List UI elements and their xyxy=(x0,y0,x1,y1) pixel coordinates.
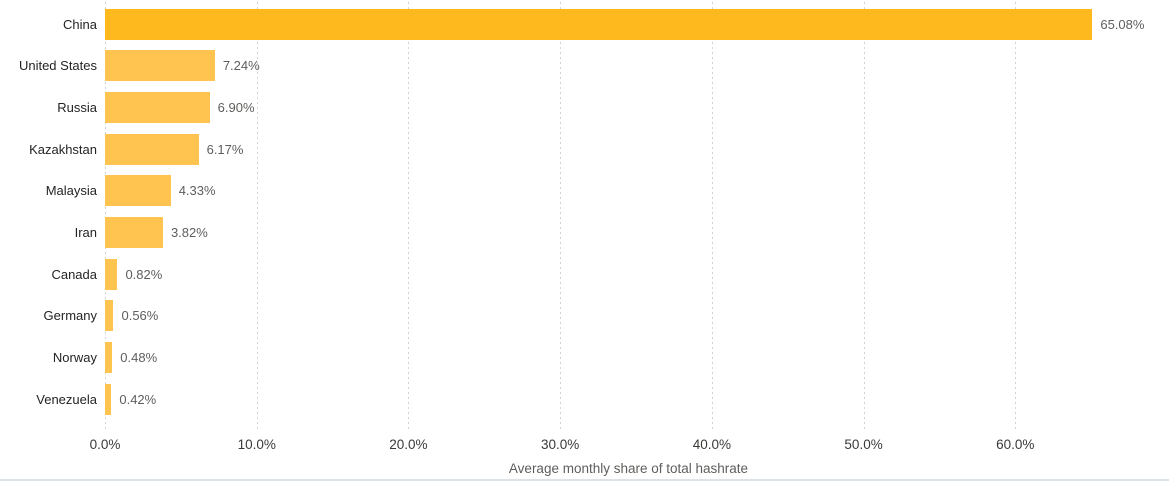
value-label: 6.90% xyxy=(217,99,255,115)
value-label: 0.48% xyxy=(120,349,158,365)
bar-malaysia[interactable] xyxy=(105,175,171,207)
bar-iran[interactable] xyxy=(105,216,163,248)
gridline xyxy=(711,2,713,431)
value-label: 3.82% xyxy=(170,224,208,240)
gridline xyxy=(560,2,562,431)
category-label: Canada xyxy=(51,266,97,282)
x-tick-label: 20.0% xyxy=(389,437,428,452)
x-tick-label: 40.0% xyxy=(692,437,731,452)
bar-united-states[interactable] xyxy=(105,50,215,82)
value-label: 4.33% xyxy=(178,183,216,199)
value-label: 0.56% xyxy=(121,308,159,324)
category-label: Venezuela xyxy=(36,391,97,407)
x-tick-label: 30.0% xyxy=(541,437,580,452)
x-axis-title: Average monthly share of total hashrate xyxy=(508,461,749,476)
bar-germany[interactable] xyxy=(105,300,114,332)
category-label: Norway xyxy=(52,349,97,365)
bar-russia[interactable] xyxy=(105,91,210,123)
x-tick-label: 0.0% xyxy=(89,437,121,452)
gridline xyxy=(256,2,258,431)
category-label: Malaysia xyxy=(45,183,97,199)
category-label: Kazakhstan xyxy=(29,141,97,157)
plot-area xyxy=(105,0,1167,432)
category-label: China xyxy=(63,16,97,32)
bar-china[interactable] xyxy=(105,8,1093,40)
gridline xyxy=(105,2,106,431)
bottom-border xyxy=(0,479,1169,481)
x-tick-label: 60.0% xyxy=(996,437,1035,452)
bar-norway[interactable] xyxy=(105,341,113,373)
category-label: Russia xyxy=(57,99,97,115)
value-label: 0.82% xyxy=(125,266,163,282)
gridline xyxy=(1015,2,1017,431)
bar-canada[interactable] xyxy=(105,258,118,290)
gridline xyxy=(863,2,865,431)
category-label: United States xyxy=(18,58,97,74)
value-label: 0.42% xyxy=(119,391,157,407)
bar-kazakhstan[interactable] xyxy=(105,133,199,165)
category-label: Germany xyxy=(43,308,97,324)
value-label: 6.17% xyxy=(206,141,244,157)
value-label: 65.08% xyxy=(1100,16,1145,32)
value-label: 7.24% xyxy=(222,58,260,74)
gridline xyxy=(408,2,410,431)
x-tick-label: 50.0% xyxy=(844,437,883,452)
bar-venezuela[interactable] xyxy=(105,383,112,415)
x-tick-label: 10.0% xyxy=(237,437,276,452)
category-label: Iran xyxy=(74,224,97,240)
